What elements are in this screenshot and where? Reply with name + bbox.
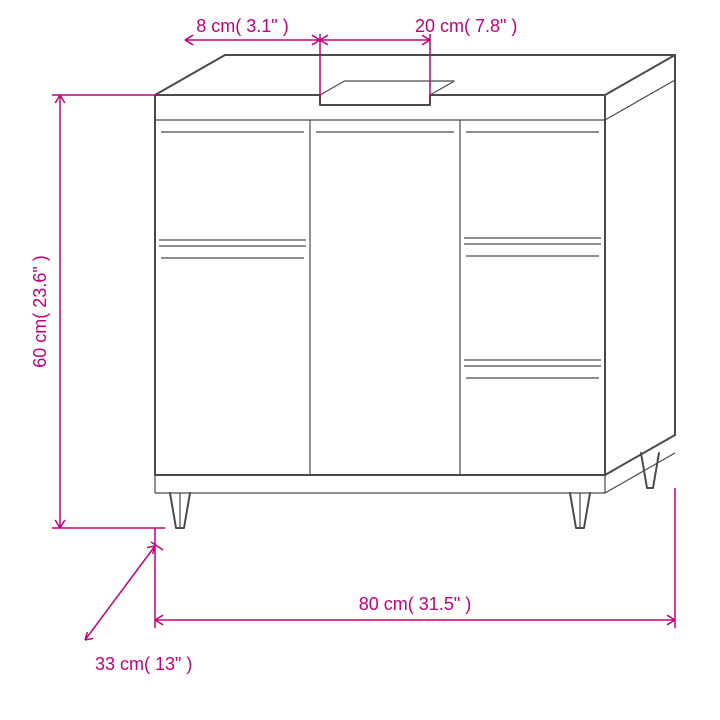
dim-cutout-label: 20 cm( 7.8" ) xyxy=(415,16,517,36)
dim-width-label: 80 cm( 31.5" ) xyxy=(359,594,471,614)
dim-depth-label: 33 cm( 13" ) xyxy=(95,654,192,674)
dim-top-gap-label: 8 cm( 3.1" ) xyxy=(196,16,288,36)
dim-height-label: 60 cm( 23.6" ) xyxy=(30,255,50,367)
